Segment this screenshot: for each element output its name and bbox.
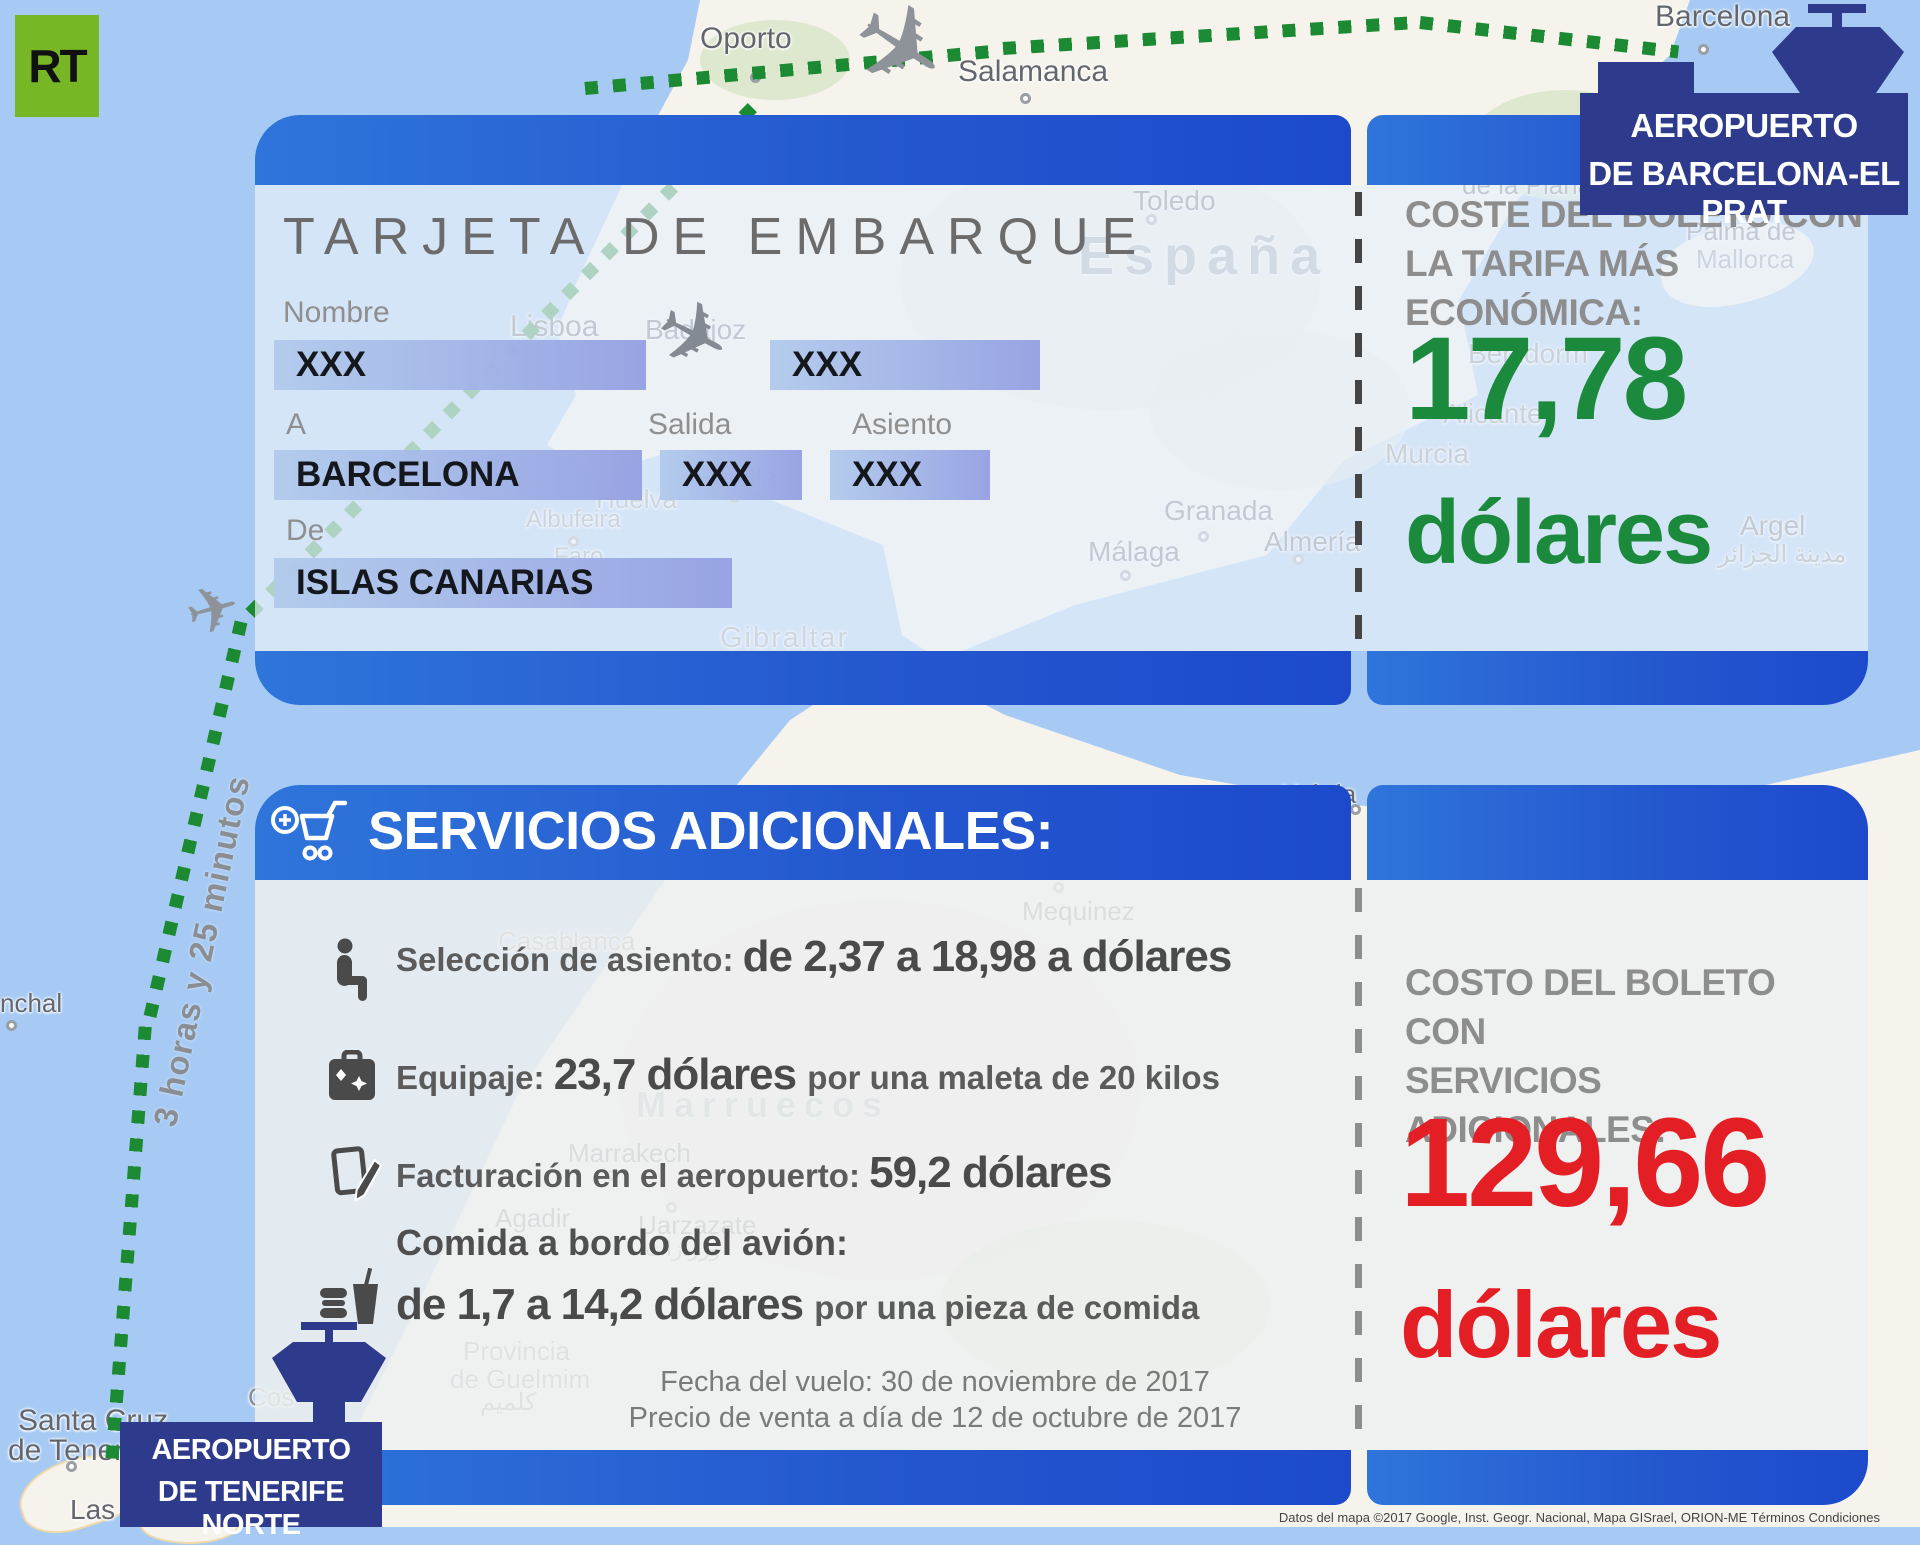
service-meal-title: Comida a bordo del avión: <box>396 1222 849 1263</box>
boarding-card-bottombar-left <box>255 651 1351 705</box>
services-cost-heading: COSTO DEL BOLETO CON SERVICIOS ADICIONAL… <box>1405 962 1776 1150</box>
name-field: XXX <box>274 340 646 390</box>
seat-field: XXX <box>830 450 990 500</box>
from-label: De <box>286 514 325 547</box>
service-seat-selection: Selección de asiento: de 2,37 a 18,98 a … <box>396 932 1232 981</box>
map-label: Oporto <box>700 22 792 55</box>
services-bottombar-left <box>255 1450 1351 1505</box>
services-header-right <box>1367 785 1868 880</box>
airport-tower-icon-tenerife <box>272 1322 386 1426</box>
suitcase-icon <box>329 1050 375 1100</box>
boarding-card-topbar-left <box>255 115 1351 185</box>
departure-label: Salida <box>648 408 732 441</box>
map-city-dot <box>66 1461 77 1472</box>
to-field: BARCELONA <box>274 450 642 500</box>
departure-field: XXX <box>660 450 802 500</box>
airport-tower-icon-barcelona <box>1772 4 1904 96</box>
to-label: A <box>286 408 307 441</box>
cart-icon <box>271 800 348 861</box>
services-currency: dólares <box>1400 1272 1722 1377</box>
services-header-left <box>255 785 1351 880</box>
service-baggage: Equipaje: 23,7 dólares por una maleta de… <box>396 1050 1220 1099</box>
ticket-perforation <box>1355 192 1362 644</box>
boarding-card-title: TARJETA DE EMBARQUE <box>283 208 1150 266</box>
map-attribution: Datos del mapa ©2017 Google, Inst. Geogr… <box>1278 1510 1880 1525</box>
map-label: nchal <box>0 988 63 1018</box>
seat-label: Asiento <box>852 408 953 441</box>
services-header-title: SERVICIOS ADICIONALES: <box>368 801 1054 861</box>
boarding-card-bottombar-right <box>1367 651 1868 705</box>
services-card-body <box>255 880 1868 1450</box>
checkin-icon <box>331 1146 383 1203</box>
meal-icon <box>320 1268 378 1324</box>
sale-date-note: Precio de venta a día de 12 de octubre d… <box>628 1402 1242 1434</box>
map-city-dot <box>1350 804 1361 815</box>
tenerife-airport-label: AEROPUERTO DE TENERIFE NORTE <box>120 1422 382 1541</box>
map-label: Salamanca <box>958 55 1109 88</box>
map-city-dot <box>1698 44 1709 55</box>
map-label: Barcelona <box>1655 0 1791 33</box>
rt-logo: RT <box>15 15 99 117</box>
terminal-building-shape <box>1598 62 1694 94</box>
barcelona-airport-label: AEROPUERTO DE BARCELONA-EL PRAT <box>1580 93 1908 230</box>
from-field: ISLAS CANARIAS <box>274 558 732 608</box>
economy-currency: dólares <box>1405 483 1713 583</box>
service-airport-checkin: Facturación en el aeropuerto: 59,2 dólar… <box>396 1148 1112 1197</box>
ticket-perforation <box>1355 888 1362 1443</box>
services-bottombar-right <box>1367 1450 1868 1505</box>
services-price: 129,66 <box>1400 1092 1770 1233</box>
service-meal-price: de 1,7 a 14,2 dólares por una pieza de c… <box>396 1280 1200 1329</box>
name-label: Nombre <box>283 296 390 329</box>
map-city-dot <box>1020 93 1031 104</box>
seat-icon <box>337 938 367 1001</box>
flight-field: XXX <box>770 340 1040 390</box>
economy-price: 17,78 <box>1405 313 1688 445</box>
map-city-dot <box>6 1020 17 1031</box>
flight-date-note: Fecha del vuelo: 30 de noviembre de 2017 <box>660 1366 1210 1398</box>
